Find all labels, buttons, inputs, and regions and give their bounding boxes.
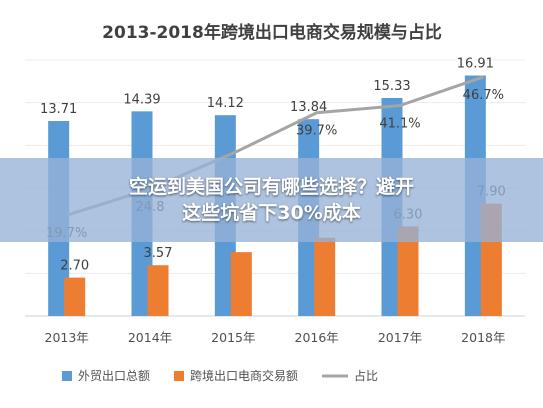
label-share: 39.7% xyxy=(296,124,337,139)
bar-ecommerce xyxy=(147,265,169,316)
label-export-total: 13.71 xyxy=(40,102,77,117)
legend-label: 占比 xyxy=(354,368,378,383)
label-export-total: 16.91 xyxy=(457,57,494,72)
bar-ecommerce xyxy=(314,237,336,316)
bar-ecommerce xyxy=(230,252,252,316)
x-tick-label: 2017年 xyxy=(378,330,422,345)
label-export-total: 13.84 xyxy=(290,100,327,115)
legend-swatch xyxy=(174,371,184,381)
x-tick-label: 2015年 xyxy=(211,330,255,345)
label-ecommerce: 2.70 xyxy=(60,259,89,274)
bar-ecommerce xyxy=(397,226,419,316)
x-tick-label: 2014年 xyxy=(128,330,172,345)
x-tick-label: 2013年 xyxy=(45,330,89,345)
legend-label: 跨境出口电商交易额 xyxy=(190,368,298,383)
headline-banner: 空运到美国公司有哪些选择？避开 这些坑省下30%成本 xyxy=(0,158,543,242)
label-export-total: 15.33 xyxy=(373,79,410,94)
label-ecommerce: 3.57 xyxy=(144,246,173,261)
label-export-total: 14.39 xyxy=(123,92,160,107)
x-tick-label: 2018年 xyxy=(461,330,505,345)
label-share: 41.1% xyxy=(379,117,420,132)
x-axis-ticks: 2013年 2014年 2015年 2016年 2017年 2018年 xyxy=(45,330,506,345)
label-share: 46.7% xyxy=(463,88,504,103)
chart-title: 2013-2018年跨境出口电商交易规模与占比 xyxy=(102,22,442,43)
x-tick-label: 2016年 xyxy=(295,330,339,345)
legend: 外贸出口总额 跨境出口电商交易额 占比 xyxy=(62,368,378,383)
headline-line-2: 这些坑省下30%成本 xyxy=(182,202,361,224)
headline-line-1: 空运到美国公司有哪些选择？避开 xyxy=(128,176,414,198)
legend-label: 外贸出口总额 xyxy=(78,369,150,383)
bar-ecommerce xyxy=(64,277,86,316)
label-export-total: 14.12 xyxy=(207,96,244,111)
legend-swatch xyxy=(62,371,72,381)
